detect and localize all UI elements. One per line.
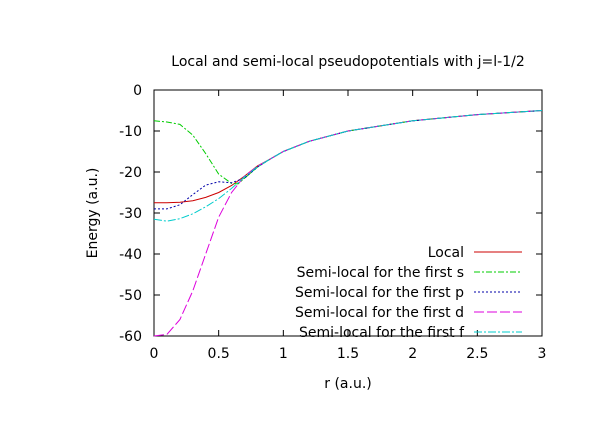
x-tick-label: 1.5 (337, 346, 359, 362)
y-axis-label: Energy (a.u.) (85, 168, 101, 259)
series-line-0 (154, 110, 543, 204)
x-tick-label: 0 (150, 346, 159, 362)
y-tick-label: 0 (133, 83, 142, 99)
axis-ticks (153, 89, 543, 337)
series-line-2 (154, 110, 543, 210)
y-tick-label: -60 (119, 329, 142, 345)
series-lines (153, 110, 543, 337)
x-tick-label: 3 (538, 346, 547, 362)
y-tick-label: -40 (119, 247, 142, 263)
x-tick-label: 2 (408, 346, 417, 362)
series-line-3 (153, 110, 543, 337)
x-tick-labels: 0 0.5 1 1.5 2 2.5 3 (150, 346, 547, 362)
x-tick-label: 2.5 (466, 346, 488, 362)
x-tick-label: 1 (279, 346, 288, 362)
chart-title: Local and semi-local pseudopotentials wi… (171, 54, 524, 70)
y-tick-label: -10 (119, 124, 142, 140)
legend-label-3: Semi-local for the first d (295, 305, 464, 321)
legend-label-0: Local (428, 245, 464, 261)
x-axis-label: r (a.u.) (324, 376, 371, 392)
y-tick-label: -20 (119, 165, 142, 181)
legend: Local Semi-local for the first s Semi-loca… (295, 245, 522, 341)
series-line-1 (153, 110, 543, 185)
y-tick-label: -30 (119, 206, 142, 222)
legend-label-1: Semi-local for the first s (297, 265, 464, 281)
series-line-4 (153, 110, 543, 222)
y-tick-labels: 0 -10 -20 -30 -40 -50 -60 (119, 83, 142, 345)
legend-label-4: Semi-local for the first f (299, 325, 465, 341)
y-tick-label: -50 (119, 288, 142, 304)
legend-label-2: Semi-local for the first p (295, 285, 464, 301)
x-tick-label: 0.5 (208, 346, 230, 362)
